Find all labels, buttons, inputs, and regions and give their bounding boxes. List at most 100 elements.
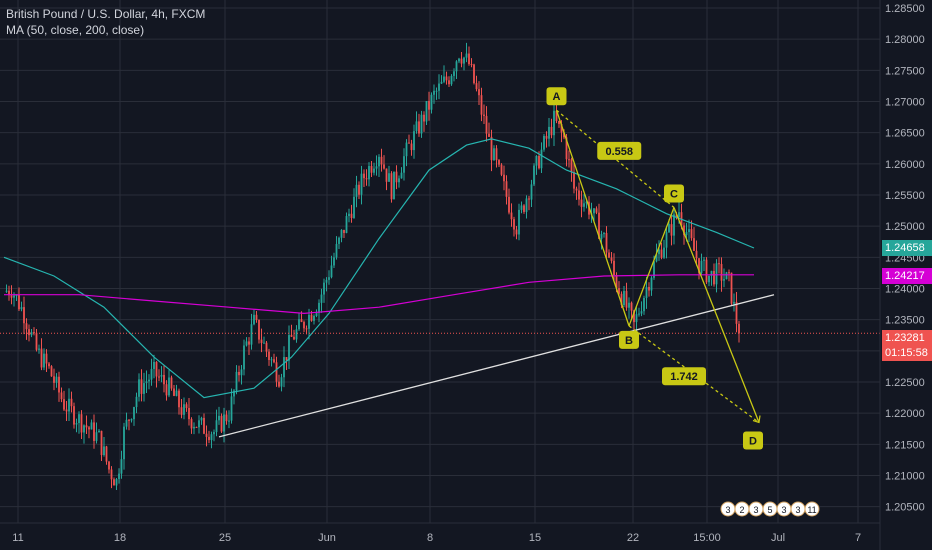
candle-bull (600, 234, 603, 239)
candle-bull (413, 131, 415, 151)
event-markers[interactable]: 3 2 3 5 3 3 11 (720, 501, 820, 517)
candle-bull (453, 71, 455, 76)
candle-bull (243, 345, 245, 370)
chart-legend: British Pound / U.S. Dollar, 4h, FXCM MA… (6, 6, 205, 38)
candle-bull (143, 383, 145, 394)
pattern-leg-bc[interactable] (628, 207, 675, 327)
candle-bear (258, 319, 260, 340)
candle-bull (655, 254, 658, 262)
candle-bull (233, 390, 235, 397)
candle-bull (308, 314, 310, 329)
candle-bear (695, 250, 698, 259)
candle-bear (418, 121, 420, 134)
candle-bull (270, 359, 273, 361)
price-tick-label: 1.27000 (885, 96, 925, 108)
candle-bull (123, 426, 125, 460)
candle-bear (473, 64, 475, 84)
candle-bear (65, 409, 68, 412)
candle-bear (633, 310, 635, 323)
candle-bull (330, 265, 333, 278)
ratio-badge[interactable] (597, 141, 642, 160)
candle-bull (398, 178, 400, 183)
candle-bull (245, 341, 248, 346)
candle-bull (455, 61, 458, 72)
symbol-title[interactable]: British Pound / U.S. Dollar, 4h, FXCM (6, 7, 206, 21)
candle-bear (523, 205, 525, 212)
event-marker-count: 3 (725, 505, 730, 515)
candle-bull (193, 426, 195, 429)
candle-bear (18, 295, 20, 310)
candle-bull (333, 257, 335, 266)
candle-bear (648, 286, 650, 291)
countdown-tag: 01:15:58 (882, 345, 932, 361)
candle-bear (273, 359, 275, 363)
candle-bear (693, 238, 695, 251)
candle-bear (300, 319, 303, 322)
candle-bear (10, 295, 13, 298)
candle-bull (520, 205, 523, 210)
time-tick-label: Jul (771, 532, 785, 544)
candle-bull (263, 342, 265, 344)
pattern-ratio-line-ac[interactable] (556, 109, 675, 208)
candle-bull (430, 94, 433, 110)
candle-bull (420, 114, 423, 134)
price-axis[interactable]: 1.28500 1.28000 1.27500 1.27000 1.26500 1.260… (885, 3, 925, 514)
candle-bear (383, 164, 385, 169)
price-tag: 1.23281 (882, 330, 932, 346)
candle-bear (513, 219, 515, 230)
time-tick-label: 22 (627, 532, 639, 544)
candle-bull (235, 371, 238, 391)
candle-bear (53, 376, 55, 383)
candle-bear (205, 433, 208, 437)
candle-bull (583, 203, 585, 207)
candle-bear (625, 290, 628, 308)
candle-bear (188, 408, 190, 420)
candle-bull (553, 110, 555, 136)
time-axis[interactable]: 11 18 25 Jun 8 15 22 15:00 Jul 7 (12, 532, 861, 544)
ratio-badge[interactable] (662, 367, 706, 386)
candle-bull (643, 297, 645, 312)
candle-bear (575, 188, 578, 191)
candle-bull (83, 425, 85, 433)
candle-bear (363, 173, 365, 179)
candle-bear (380, 156, 383, 165)
candle-bull (585, 201, 588, 204)
pattern-point-badge[interactable] (546, 87, 567, 106)
candle-bull (43, 353, 45, 368)
candle-bull (530, 184, 533, 200)
pattern-leg-ab[interactable] (555, 110, 630, 327)
candle-bear (85, 425, 88, 428)
indicator-label[interactable]: MA (50, close, 200, close) (6, 23, 145, 37)
candle-bear (173, 388, 175, 396)
candle-bear (660, 249, 663, 258)
candle-bull (160, 374, 163, 377)
candle-bull (145, 381, 148, 384)
candle-bull (175, 390, 178, 396)
event-marker-icon[interactable] (804, 501, 820, 517)
candle-bear (285, 357, 288, 361)
candle-bear (555, 110, 558, 122)
candle-bear (608, 252, 610, 258)
pattern-leg-cd[interactable] (673, 207, 760, 423)
trendline[interactable] (218, 294, 775, 438)
candle-bull (323, 282, 325, 295)
pattern-point-badge[interactable] (743, 431, 763, 450)
drawings[interactable]: A B C D 0.558 1.742 (218, 87, 775, 450)
pattern-point-badge[interactable] (664, 184, 684, 203)
candle-bear (515, 229, 518, 235)
candle-bear (570, 159, 573, 173)
candle-bull (628, 302, 630, 308)
candle-bull (215, 420, 218, 433)
price-tag: 1.24217 (882, 268, 932, 284)
candle-bull (715, 263, 718, 285)
candle-bull (668, 224, 670, 233)
pattern-point-label: C (670, 188, 678, 200)
candle-bull (55, 376, 58, 383)
candle-bull (183, 404, 185, 415)
price-tick-label: 1.26500 (885, 128, 925, 140)
candle-bull (665, 232, 668, 248)
candle-bear (598, 212, 600, 239)
pattern-point-badge[interactable] (619, 330, 639, 349)
